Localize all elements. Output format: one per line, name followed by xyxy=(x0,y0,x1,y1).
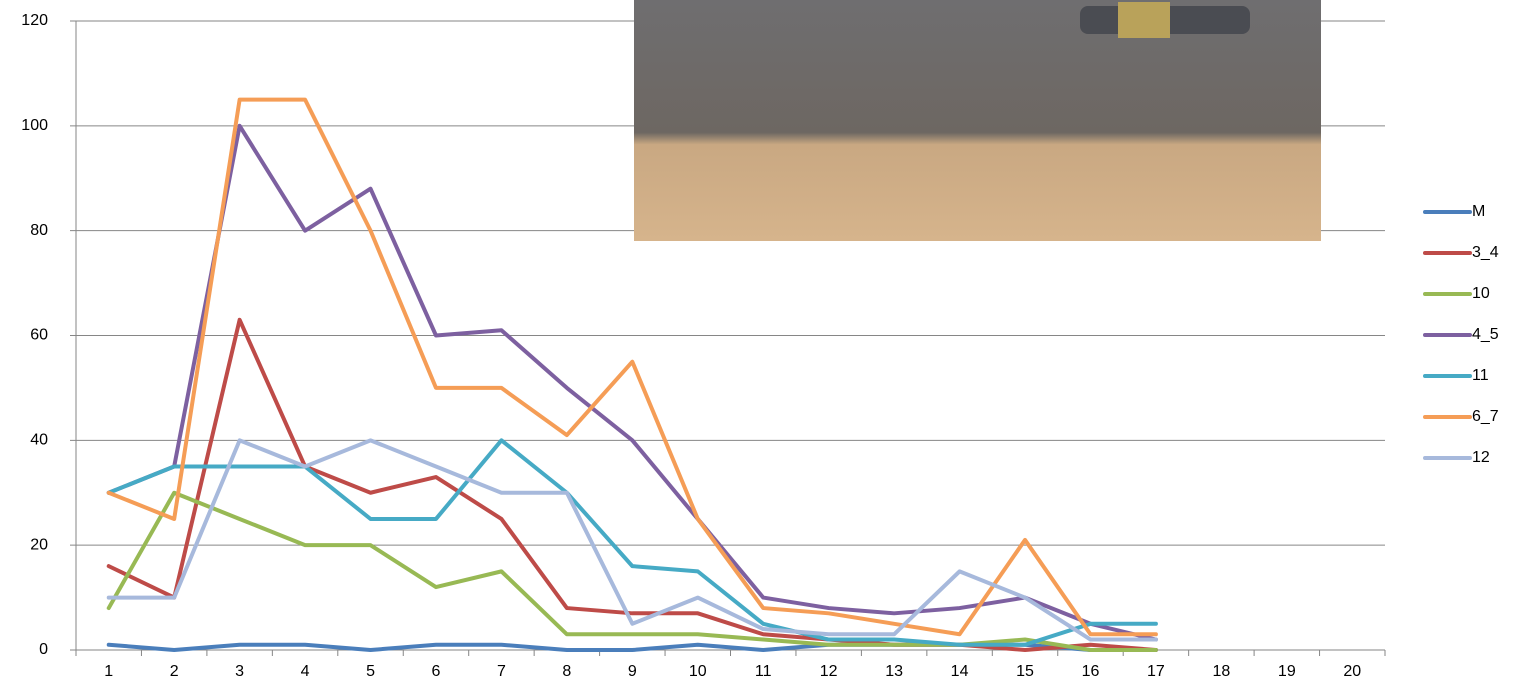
series-line xyxy=(106,490,1158,652)
legend-label: 6_7 xyxy=(1472,408,1499,425)
y-tick-label: 120 xyxy=(21,12,48,29)
y-tick-label: 100 xyxy=(21,117,48,134)
legend-label: 11 xyxy=(1472,367,1489,384)
x-tick-label: 13 xyxy=(885,663,903,680)
y-tick-label: 80 xyxy=(30,222,48,239)
x-tick-label: 3 xyxy=(235,663,244,680)
x-tick-label: 11 xyxy=(755,663,772,680)
x-tick-label: 7 xyxy=(497,663,506,680)
x-tick-label: 9 xyxy=(628,663,637,680)
x-tick-label: 20 xyxy=(1343,663,1361,680)
legend-label: 10 xyxy=(1472,285,1490,302)
legend-label: 4_5 xyxy=(1472,326,1499,343)
x-tick-label: 4 xyxy=(301,663,310,680)
x-tick-label: 17 xyxy=(1147,663,1165,680)
x-tick-label: 14 xyxy=(951,663,969,680)
photo xyxy=(634,0,1321,241)
y-tick-label: 60 xyxy=(30,327,48,344)
legend-label: M xyxy=(1472,203,1485,220)
photo-object xyxy=(1118,2,1170,38)
y-tick-label: 20 xyxy=(30,536,48,553)
x-tick-label: 2 xyxy=(170,663,179,680)
y-tick-label: 0 xyxy=(39,641,48,658)
legend-label: 3_4 xyxy=(1472,244,1499,261)
x-tick-label: 10 xyxy=(689,663,707,680)
legend-label: 12 xyxy=(1472,449,1490,466)
y-tick-label: 40 xyxy=(30,432,48,449)
x-tick-label: 18 xyxy=(1212,663,1230,680)
x-tick-label: 6 xyxy=(432,663,441,680)
x-tick-label: 19 xyxy=(1278,663,1296,680)
x-tick-label: 5 xyxy=(366,663,375,680)
x-tick-label: 16 xyxy=(1082,663,1100,680)
x-tick-label: 12 xyxy=(820,663,838,680)
series-line xyxy=(106,438,1158,642)
x-tick-label: 8 xyxy=(562,663,571,680)
x-tick-label: 15 xyxy=(1016,663,1034,680)
series-line xyxy=(106,438,1158,647)
photo-overlay xyxy=(634,0,1321,241)
series-line xyxy=(106,97,1158,637)
x-tick-label: 1 xyxy=(104,663,113,680)
